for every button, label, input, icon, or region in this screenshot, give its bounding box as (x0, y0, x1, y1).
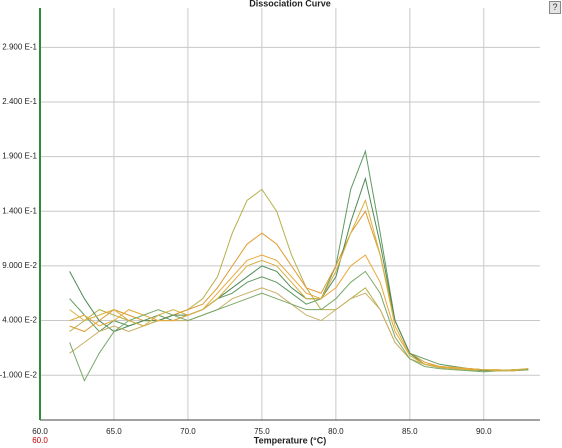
melt-curve (69, 188, 529, 372)
x-tick-label: 85.0 (402, 427, 418, 436)
melt-curve (69, 287, 529, 372)
melt-curve (69, 270, 529, 382)
melt-curve (69, 149, 529, 372)
x-tick-label: 60.0 (32, 427, 48, 436)
x-tick-label: 90.0 (476, 427, 492, 436)
melt-curve (69, 198, 529, 372)
y-tick-label: 1.900 E-1 (2, 152, 37, 161)
x-tick-label: 75.0 (254, 427, 270, 436)
y-tick-label: 2.900 E-1 (2, 42, 37, 51)
y-tick-label: 1.400 E-1 (2, 206, 37, 215)
x-tick-label: 70.0 (180, 427, 196, 436)
y-tick-label: 2.400 E-1 (2, 97, 37, 106)
y-tick-label: 4.000 E-2 (2, 316, 37, 325)
x-tick-label: 65.0 (106, 427, 122, 436)
x-tick-label: 80.0 (328, 427, 344, 436)
chart-title: Dissociation Curve (249, 0, 331, 8)
y-tick-label: 9.000 E-2 (2, 261, 37, 270)
help-button[interactable]: ? (549, 1, 561, 14)
y-tick-label: -1.000 E-2 (0, 370, 38, 379)
cursor-label: 60.0 (32, 436, 48, 445)
melt-curve (69, 176, 529, 372)
x-axis-label: Temperature (°C) (254, 435, 326, 445)
melt-curve (69, 254, 529, 372)
